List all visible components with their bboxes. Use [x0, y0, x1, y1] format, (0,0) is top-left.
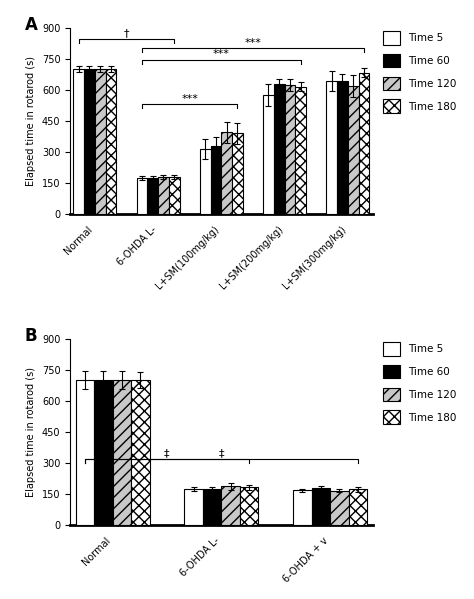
Bar — [221, 132, 232, 214]
Bar — [326, 80, 337, 214]
Y-axis label: Elapsed time in rotarod (s): Elapsed time in rotarod (s) — [26, 56, 36, 186]
Bar — [330, 491, 348, 525]
Bar — [137, 178, 147, 214]
Bar — [84, 69, 95, 214]
Bar — [95, 69, 106, 214]
Bar — [295, 87, 306, 214]
Text: ***: *** — [213, 49, 230, 59]
Bar — [210, 146, 221, 214]
Text: ***: *** — [245, 38, 261, 47]
Bar — [73, 69, 84, 214]
Text: ‡: ‡ — [219, 448, 224, 458]
Bar — [348, 86, 359, 214]
Bar — [348, 489, 367, 525]
Bar — [147, 178, 158, 214]
Bar — [337, 80, 348, 214]
Text: ***: *** — [181, 93, 198, 104]
Bar — [284, 84, 295, 214]
Y-axis label: Elapsed time in rotarod (s): Elapsed time in rotarod (s) — [26, 367, 36, 497]
Text: A: A — [25, 16, 37, 34]
Bar — [184, 489, 203, 525]
Text: ‡: ‡ — [164, 448, 170, 458]
Bar — [203, 489, 221, 525]
Bar — [113, 380, 131, 525]
Bar — [293, 490, 311, 525]
Bar — [232, 134, 243, 214]
Bar — [200, 149, 210, 214]
Bar — [359, 73, 369, 214]
Legend: Time 5, Time 60, Time 120, Time 180: Time 5, Time 60, Time 120, Time 180 — [381, 340, 458, 426]
Bar — [263, 95, 274, 214]
Bar — [106, 69, 116, 214]
Text: †: † — [124, 28, 129, 38]
Bar — [274, 84, 284, 214]
Bar — [221, 486, 240, 525]
Bar — [131, 380, 150, 525]
Bar — [311, 488, 330, 525]
Legend: Time 5, Time 60, Time 120, Time 180: Time 5, Time 60, Time 120, Time 180 — [381, 29, 458, 115]
Bar — [240, 487, 258, 525]
Text: B: B — [25, 328, 37, 346]
Bar — [158, 177, 169, 214]
Bar — [94, 380, 113, 525]
Bar — [76, 380, 94, 525]
Bar — [169, 177, 180, 214]
